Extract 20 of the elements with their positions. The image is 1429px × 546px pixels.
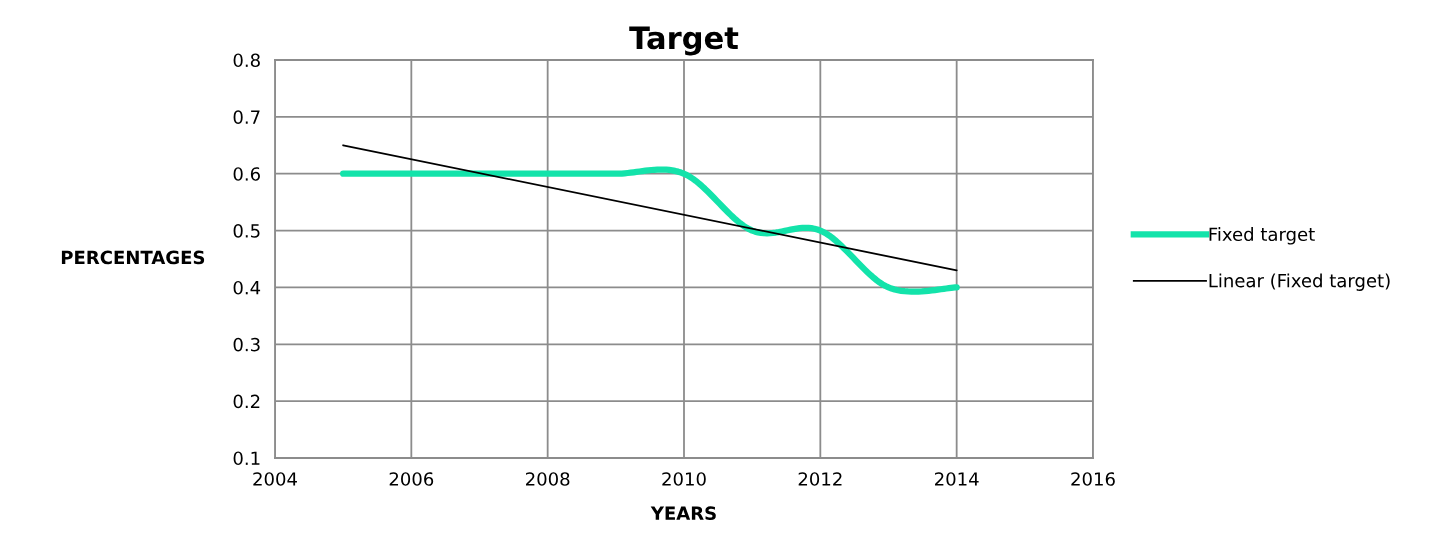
legend-label: Fixed target [1209,227,1315,245]
y-axis-title: PERCENTAGES [61,250,205,265]
chart-title: Target [629,26,739,56]
y-tick-label: 0.8 [233,53,260,68]
x-tick-label: 2008 [526,472,570,486]
y-tick-label: 0.2 [233,394,260,409]
x-tick-label: 2012 [798,472,842,486]
y-tick-label: 0.5 [233,224,260,238]
y-tick-label: 0.4 [233,280,261,295]
x-tick-label: 2004 [253,472,297,486]
y-tick-label: 0.1 [233,451,260,466]
legend-label: Linear (Fixed target) [1209,273,1390,291]
x-tick-label: 2016 [1071,472,1115,486]
y-tick-label: 0.6 [233,167,260,181]
x-axis-title: YEARS [650,506,716,521]
x-tick-label: 2010 [662,472,706,486]
x-tick-label: 2006 [389,472,434,486]
y-tick-label: 0.7 [233,110,260,124]
x-tick-label: 2014 [935,472,979,486]
y-tick-label: 0.3 [233,337,260,352]
